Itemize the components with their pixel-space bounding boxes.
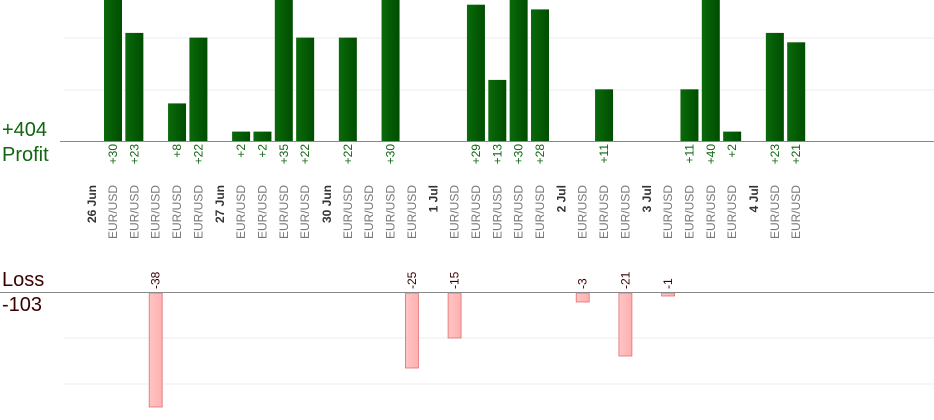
category-label: EUR/USD xyxy=(725,185,739,239)
profit-bar xyxy=(701,0,720,141)
profit-bar xyxy=(296,37,315,141)
loss-value-label: -15 xyxy=(448,271,462,289)
category-label: EUR/USD xyxy=(576,185,590,239)
category-label: EUR/USD xyxy=(234,185,248,239)
loss-bar xyxy=(575,292,590,303)
loss-bar xyxy=(618,292,633,357)
loss-bar xyxy=(404,292,419,369)
profit-bar xyxy=(104,0,122,141)
category-label: EUR/USD xyxy=(512,185,526,239)
profit-value-label: +22 xyxy=(341,144,355,165)
profit-bar xyxy=(232,131,251,141)
profit-value-label: +11 xyxy=(682,144,696,164)
bars xyxy=(104,0,806,408)
profit-value-label: +8 xyxy=(170,144,184,158)
category-label: EUR/USD xyxy=(682,185,696,239)
category-label: EUR/USD xyxy=(170,185,184,239)
profit-value-label: +22 xyxy=(298,144,312,165)
category-label: EUR/USD xyxy=(191,185,205,239)
category-label: EUR/USD xyxy=(277,185,291,239)
category-label: EUR/USD xyxy=(405,185,419,239)
category-label: EUR/USD xyxy=(618,185,632,239)
profit-total: +404 xyxy=(2,119,48,141)
category-label: EUR/USD xyxy=(448,185,462,239)
profit-value-label: +40 xyxy=(704,144,718,165)
date-label: 1 Jul xyxy=(427,185,441,212)
loss-total: -103 xyxy=(2,294,43,316)
category-label: EUR/USD xyxy=(149,185,163,239)
profit-value-label: +22 xyxy=(191,144,205,165)
profit-bar xyxy=(253,131,272,141)
axes xyxy=(0,141,934,293)
profit-bar xyxy=(595,89,614,141)
category-label: EUR/USD xyxy=(533,185,547,239)
loss-bar xyxy=(148,292,163,408)
loss-value-label: -38 xyxy=(149,271,163,289)
loss-value-label: -25 xyxy=(405,271,419,289)
profit-value-label: +2 xyxy=(725,144,739,158)
date-label: 2 Jul xyxy=(555,185,569,212)
category-label: EUR/USD xyxy=(362,185,376,239)
loss-bar xyxy=(447,292,462,339)
category-label: EUR/USD xyxy=(106,185,120,239)
profit-value-label: +29 xyxy=(469,144,483,165)
category-label: EUR/USD xyxy=(255,185,269,239)
profit-bar xyxy=(723,131,742,141)
profit-value-label: +13 xyxy=(490,144,504,165)
profit-bar xyxy=(168,103,187,141)
profit-bar xyxy=(125,32,144,141)
profit-label: Profit xyxy=(2,144,49,166)
profit-value-label: +23 xyxy=(768,144,782,165)
loss-bar xyxy=(661,292,675,297)
date-label: 4 Jul xyxy=(747,185,761,212)
profit-bar xyxy=(338,37,357,141)
category-label: EUR/USD xyxy=(704,185,718,239)
profit-bar xyxy=(765,32,784,141)
profit-value-label: +30 xyxy=(106,144,120,165)
category-label: EUR/USD xyxy=(298,185,312,239)
profit-bar xyxy=(509,0,528,141)
loss-label: Loss xyxy=(2,269,45,291)
category-label: EUR/USD xyxy=(469,185,483,239)
loss-value-label: -21 xyxy=(618,271,632,289)
profit-value-label: +28 xyxy=(533,144,547,165)
date-label: 3 Jul xyxy=(640,185,654,212)
profit-bar xyxy=(381,0,400,141)
category-label: EUR/USD xyxy=(597,185,611,239)
profit-value-label: +2 xyxy=(255,144,269,158)
loss-value-label: -3 xyxy=(576,278,590,289)
profit-value-label: +30 xyxy=(512,144,526,165)
category-label: EUR/USD xyxy=(341,185,355,239)
category-label: EUR/USD xyxy=(789,185,803,239)
profit-bar xyxy=(189,37,208,141)
profit-value-label: +21 xyxy=(789,144,803,165)
profit-value-label: +11 xyxy=(597,144,611,164)
profit-bar xyxy=(680,89,699,141)
profit-value-label: +35 xyxy=(277,144,291,165)
date-label: 26 Jun xyxy=(85,185,99,223)
profit-value-label: +23 xyxy=(127,144,141,165)
date-label: 30 Jun xyxy=(320,185,334,223)
labels: +30 EUR/USD 26 Jun +23 EUR/USD -38 EUR/USD +8 EU… xyxy=(85,144,803,289)
category-label: EUR/USD xyxy=(490,185,504,239)
profit-bar xyxy=(488,79,507,141)
date-label: 27 Jun xyxy=(213,185,227,223)
profit-bar xyxy=(787,42,806,141)
profit-bar xyxy=(466,4,485,142)
category-label: EUR/USD xyxy=(661,185,675,239)
category-label: EUR/USD xyxy=(768,185,782,239)
profit-bar xyxy=(274,0,293,141)
category-label: EUR/USD xyxy=(127,185,141,239)
profit-value-label: +2 xyxy=(234,144,248,158)
profit-bar xyxy=(531,9,549,142)
loss-value-label: -1 xyxy=(661,278,675,289)
profit-value-label: +30 xyxy=(384,144,398,165)
category-label: EUR/USD xyxy=(384,185,398,239)
